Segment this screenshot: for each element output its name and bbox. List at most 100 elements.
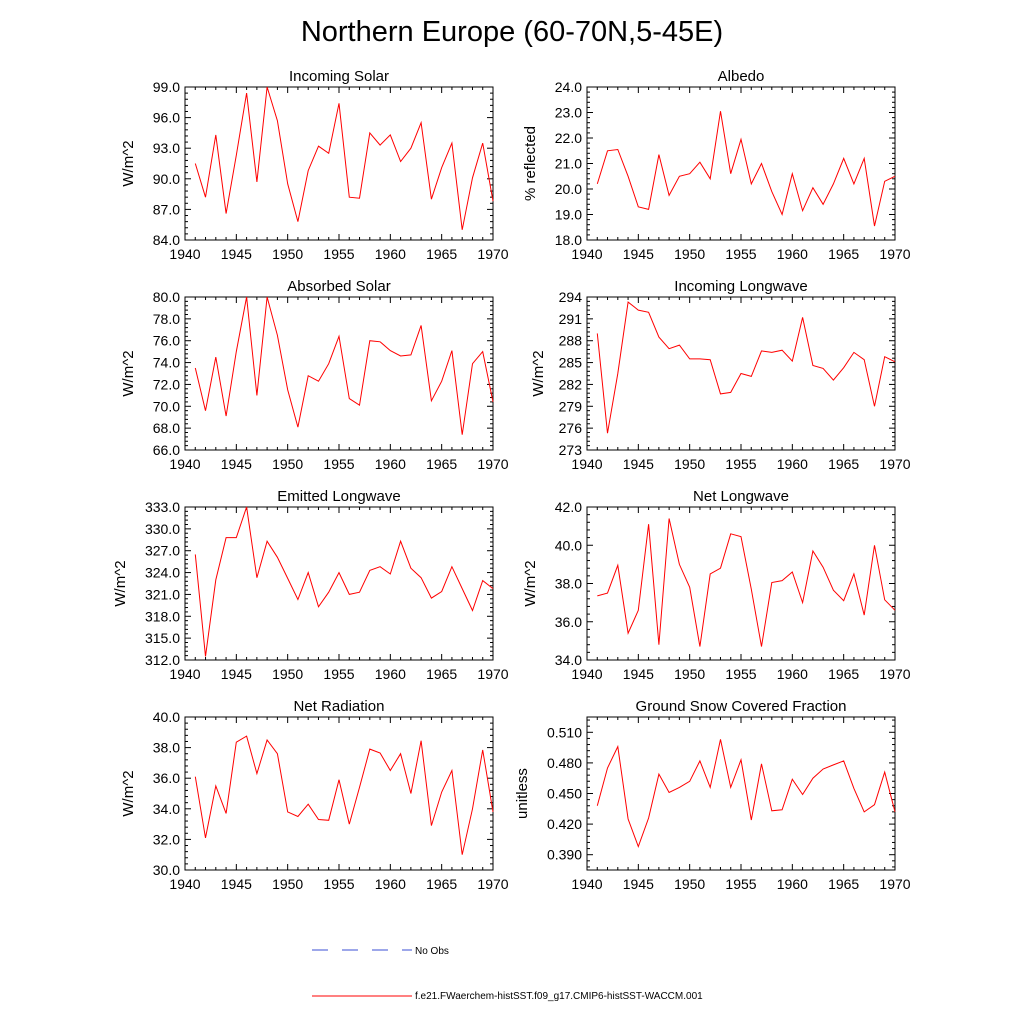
- panel-net-longwave: Net Longwave 1940 1945 1950 1955 1960 1965 1970…: [522, 488, 911, 682]
- panel-incoming-longwave: Incoming Longwave 1940 1945 1950 1955 1960 196…: [530, 278, 911, 472]
- x-tick-label: 1940: [571, 246, 602, 262]
- plot-frame: [184, 716, 494, 871]
- panel-title: Incoming Longwave: [674, 278, 807, 295]
- x-tick-label: 1970: [879, 876, 910, 892]
- panel-title: Absorbed Solar: [287, 278, 390, 295]
- x-tick-label: 1955: [725, 246, 756, 262]
- y-tick-label: 324.0: [145, 565, 180, 581]
- y-tick-label: 36.0: [555, 614, 582, 630]
- y-tick-label: 66.0: [153, 442, 180, 458]
- x-tick-label: 1970: [477, 666, 508, 682]
- x-tick-label: 1940: [571, 456, 602, 472]
- y-tick-label: 70.0: [153, 398, 180, 414]
- y-tick-label: 0.480: [547, 755, 582, 771]
- x-tick-label: 1945: [623, 246, 654, 262]
- y-tick-label: 288: [559, 333, 583, 349]
- y-tick-label: 72.0: [153, 376, 180, 392]
- y-tick-label: 330.0: [145, 521, 180, 537]
- y-tick-label: 32.0: [153, 831, 180, 847]
- x-tick-label: 1955: [725, 666, 756, 682]
- y-axis-label: W/m^2: [120, 350, 137, 396]
- panel-net-radiation: Net Radiation 1940 1945 1950 1955 1960 1965 197…: [120, 698, 509, 892]
- y-tick-label: 30.0: [153, 862, 180, 878]
- y-tick-label: 20.0: [555, 181, 582, 197]
- plot-frame: [586, 86, 896, 241]
- panel-albedo: Albedo 1940 1945 1950 1955 1960 1965 1970 18.0 19…: [522, 68, 911, 262]
- series-line: [597, 518, 896, 647]
- y-tick-label: 0.390: [547, 847, 582, 863]
- x-tick-label: 1955: [725, 876, 756, 892]
- panel-incoming-solar: Incoming Solar 1940 1945 1950 1955 1960 1965 19…: [120, 68, 509, 262]
- y-tick-label: 315.0: [145, 630, 180, 646]
- plot-frame: [586, 506, 896, 661]
- x-tick-label: 1960: [375, 456, 406, 472]
- y-tick-label: 276: [559, 420, 583, 436]
- y-tick-label: 40.0: [555, 537, 582, 553]
- y-tick-label: 36.0: [153, 770, 180, 786]
- y-axis-label: W/m^2: [120, 140, 137, 186]
- x-tick-label: 1965: [828, 246, 859, 262]
- x-tick-label: 1970: [879, 456, 910, 472]
- y-tick-label: 18.0: [555, 232, 582, 248]
- y-tick-label: 68.0: [153, 420, 180, 436]
- x-tick-label: 1945: [221, 876, 252, 892]
- figure-title: Northern Europe (60-70N,5-45E): [301, 16, 723, 48]
- x-tick-label: 1955: [323, 456, 354, 472]
- x-tick-label: 1960: [777, 666, 808, 682]
- y-tick-label: 333.0: [145, 499, 180, 515]
- y-tick-label: 38.0: [555, 576, 582, 592]
- y-axis-label: W/m^2: [522, 560, 539, 606]
- x-tick-label: 1965: [426, 876, 457, 892]
- x-tick-label: 1960: [375, 666, 406, 682]
- x-tick-label: 1970: [477, 876, 508, 892]
- panels-group: Incoming Solar 1940 1945 1950 1955 1960 1965 19…: [112, 68, 911, 892]
- model-legend-label: f.e21.FWaerchem-histSST.f09_g17.CMIP6-hi…: [415, 991, 703, 1002]
- panel-absorbed-solar: Absorbed Solar 1940 1945 1950 1955 1960 1965 19…: [120, 278, 509, 472]
- x-tick-label: 1965: [426, 666, 457, 682]
- x-tick-label: 1970: [477, 456, 508, 472]
- series-line: [194, 735, 494, 855]
- panel-emitted-longwave: Emitted Longwave 1940 1945 1950 1955 1960 1965…: [112, 488, 509, 682]
- x-tick-label: 1950: [674, 666, 705, 682]
- panel-ground-snow-covered-fraction: Ground Snow Covered Fraction 1940 1945 1950…: [514, 698, 911, 892]
- plot-frame: [184, 86, 494, 241]
- panel-title: Emitted Longwave: [277, 488, 400, 505]
- x-tick-label: 1960: [777, 246, 808, 262]
- y-tick-label: 291: [559, 311, 583, 327]
- x-tick-label: 1950: [674, 876, 705, 892]
- y-tick-label: 285: [559, 355, 583, 371]
- series-line: [596, 739, 896, 848]
- x-tick-label: 1945: [623, 456, 654, 472]
- y-tick-label: 0.510: [547, 724, 582, 740]
- x-tick-label: 1945: [221, 246, 252, 262]
- x-tick-label: 1960: [375, 876, 406, 892]
- y-tick-label: 96.0: [153, 110, 180, 126]
- x-tick-label: 1970: [477, 246, 508, 262]
- y-tick-label: 40.0: [153, 709, 180, 725]
- x-tick-label: 1955: [323, 666, 354, 682]
- x-tick-label: 1950: [272, 246, 303, 262]
- y-tick-label: 80.0: [153, 289, 180, 305]
- y-tick-label: 282: [559, 376, 583, 392]
- y-tick-label: 84.0: [153, 232, 180, 248]
- plot-frame: [184, 506, 494, 661]
- y-tick-label: 0.450: [547, 786, 582, 802]
- x-tick-label: 1955: [323, 246, 354, 262]
- x-tick-label: 1970: [879, 246, 910, 262]
- series-line: [194, 506, 494, 657]
- y-tick-label: 21.0: [555, 156, 582, 172]
- y-tick-label: 76.0: [153, 333, 180, 349]
- x-tick-label: 1940: [169, 666, 200, 682]
- y-axis-label: unitless: [514, 768, 531, 819]
- x-tick-label: 1965: [828, 666, 859, 682]
- y-tick-label: 312.0: [145, 652, 180, 668]
- y-tick-label: 327.0: [145, 543, 180, 559]
- y-tick-label: 279: [559, 398, 583, 414]
- x-tick-label: 1940: [169, 876, 200, 892]
- x-tick-label: 1955: [725, 456, 756, 472]
- x-tick-label: 1955: [323, 876, 354, 892]
- x-tick-label: 1945: [221, 666, 252, 682]
- y-tick-label: 19.0: [555, 207, 582, 223]
- y-tick-label: 34.0: [153, 801, 180, 817]
- x-tick-label: 1950: [674, 456, 705, 472]
